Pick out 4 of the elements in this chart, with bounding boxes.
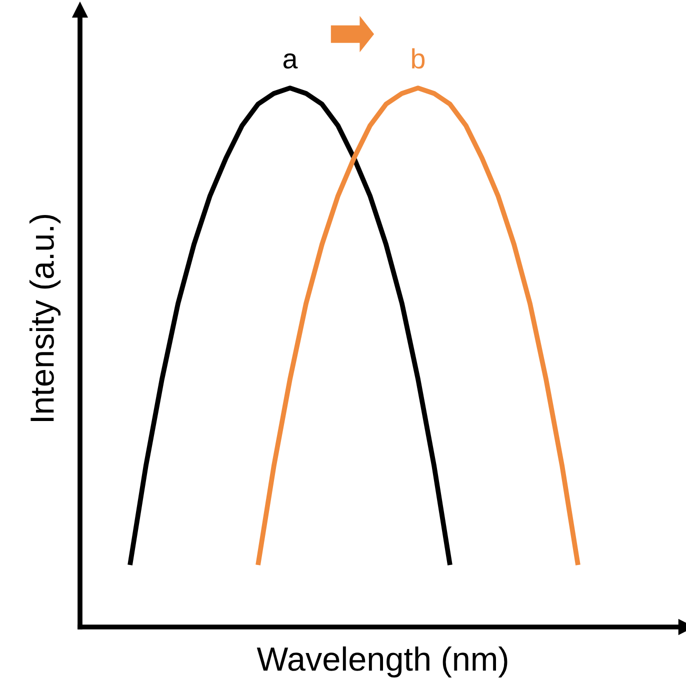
y-axis-title: Intensity (a.u.) [29, 214, 61, 422]
series-label: b [412, 48, 425, 69]
x-axis-title: Wavelength (nm) [256, 646, 508, 678]
series-label: a [283, 53, 298, 69]
